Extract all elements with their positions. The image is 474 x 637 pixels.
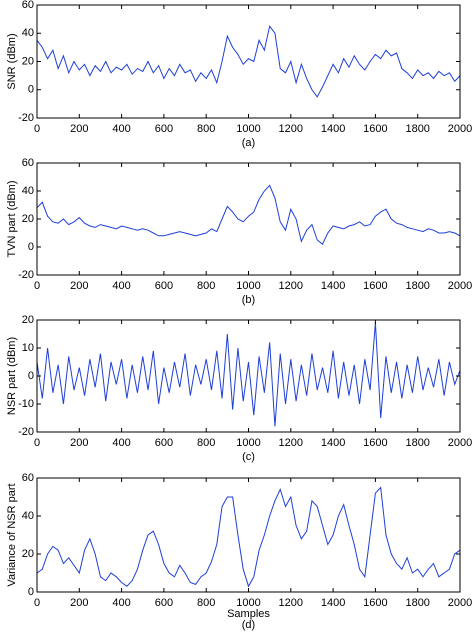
y-tick-label: 40 [22, 185, 34, 197]
y-tick-label: 40 [22, 27, 34, 39]
x-tick-label: 1600 [363, 437, 387, 449]
x-tick-label: 1600 [363, 123, 387, 135]
y-axis-label: Variance of NSR part [6, 483, 18, 586]
y-tick-label: 20 [22, 548, 34, 560]
caption: (d) [242, 619, 255, 631]
y-tick-label: 60 [22, 472, 34, 484]
x-tick-label: 400 [112, 123, 130, 135]
y-axis-label: SNR (dBm) [6, 33, 18, 89]
y-tick-label: 40 [22, 510, 34, 522]
x-tick-label: 1400 [321, 280, 345, 292]
y-axis-label: NSR part (dBm) [6, 337, 18, 415]
x-tick-label: 800 [197, 280, 215, 292]
y-tick-label: -20 [18, 112, 34, 124]
x-tick-label: 600 [155, 437, 173, 449]
plot-area [37, 478, 460, 592]
y-tick-label: 0 [28, 586, 34, 598]
x-tick-label: 800 [197, 597, 215, 609]
x-tick-label: 1200 [279, 437, 303, 449]
x-tick-label: 2000 [448, 280, 472, 292]
x-tick-label: 400 [112, 597, 130, 609]
caption: (c) [242, 451, 255, 463]
y-tick-label: 0 [28, 370, 34, 382]
x-tick-label: 1800 [405, 123, 429, 135]
x-tick-label: 0 [34, 280, 40, 292]
x-tick-label: 200 [70, 437, 88, 449]
x-tick-label: 600 [155, 597, 173, 609]
y-tick-label: -20 [18, 269, 34, 281]
x-tick-label: 1400 [321, 437, 345, 449]
x-tick-label: 800 [197, 437, 215, 449]
x-tick-label: 1000 [236, 437, 260, 449]
x-axis-label: Samples [227, 608, 270, 620]
plot-area [37, 5, 460, 118]
x-tick-label: 1600 [363, 597, 387, 609]
plot-area [37, 163, 460, 275]
x-tick-label: 0 [34, 597, 40, 609]
x-tick-label: 0 [34, 437, 40, 449]
y-tick-label: 20 [22, 314, 34, 326]
x-tick-label: 1800 [405, 437, 429, 449]
data-line [36, 184, 461, 245]
data-line [36, 322, 461, 427]
y-tick-label: -10 [18, 398, 34, 410]
y-tick-label: -20 [18, 426, 34, 438]
x-tick-label: 200 [70, 597, 88, 609]
x-tick-label: 1200 [279, 597, 303, 609]
x-tick-label: 2000 [448, 123, 472, 135]
x-tick-label: 400 [112, 280, 130, 292]
data-line [36, 25, 461, 98]
x-tick-label: 2000 [448, 597, 472, 609]
data-line [36, 486, 461, 588]
y-tick-label: 20 [22, 213, 34, 225]
plot-area [37, 320, 460, 432]
x-tick-label: 1400 [321, 123, 345, 135]
x-tick-label: 1000 [236, 597, 260, 609]
caption: (b) [242, 294, 255, 306]
x-tick-label: 1800 [405, 280, 429, 292]
x-tick-label: 1000 [236, 280, 260, 292]
x-tick-label: 2000 [448, 437, 472, 449]
x-tick-label: 400 [112, 437, 130, 449]
x-tick-label: 200 [70, 280, 88, 292]
y-tick-label: 0 [28, 241, 34, 253]
x-tick-label: 1200 [279, 123, 303, 135]
y-tick-label: 60 [22, 0, 34, 11]
y-tick-label: 20 [22, 55, 34, 67]
x-tick-label: 200 [70, 123, 88, 135]
x-tick-label: 1000 [236, 123, 260, 135]
x-tick-label: 0 [34, 123, 40, 135]
y-tick-label: 60 [22, 157, 34, 169]
x-tick-label: 1400 [321, 597, 345, 609]
y-tick-label: 0 [28, 84, 34, 96]
x-tick-label: 800 [197, 123, 215, 135]
x-tick-label: 1200 [279, 280, 303, 292]
x-tick-label: 1600 [363, 280, 387, 292]
y-tick-label: 10 [22, 342, 34, 354]
x-tick-label: 600 [155, 123, 173, 135]
x-tick-label: 600 [155, 280, 173, 292]
x-tick-label: 1800 [405, 597, 429, 609]
y-axis-label: TVN part (dBm) [6, 180, 18, 257]
caption: (a) [242, 137, 255, 149]
